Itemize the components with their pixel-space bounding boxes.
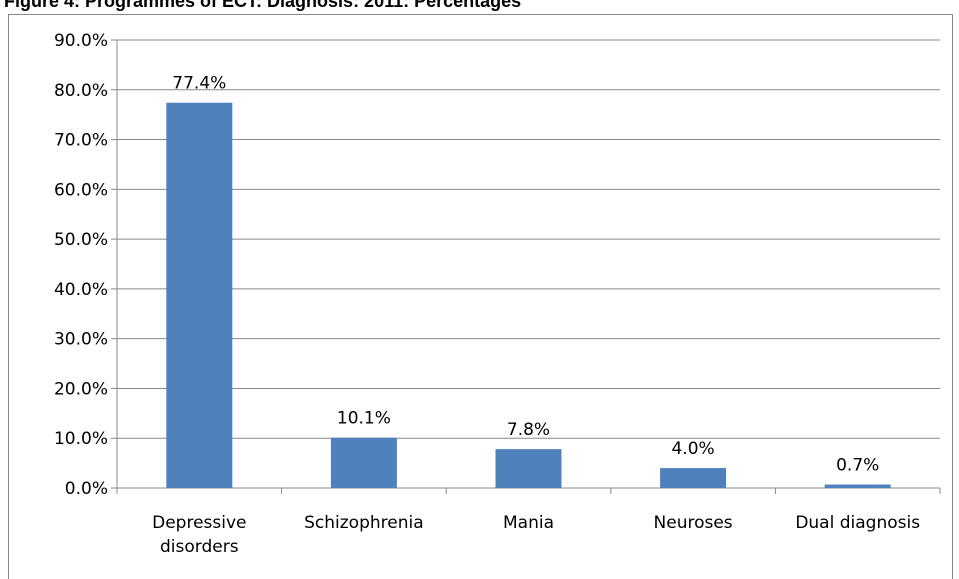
chart-border — [8, 14, 953, 579]
x-tick-label: Dual diagnosis — [795, 513, 921, 533]
bar — [660, 468, 727, 488]
bar — [330, 437, 397, 488]
y-tick-label: 80.0% — [54, 81, 108, 101]
data-label: 77.4% — [172, 74, 226, 94]
bar — [824, 484, 891, 488]
y-tick-label: 0.0% — [65, 479, 108, 499]
data-label: 4.0% — [671, 439, 714, 459]
y-tick-label: 30.0% — [54, 330, 108, 350]
data-label: 0.7% — [836, 456, 879, 476]
y-tick-label: 10.0% — [54, 429, 108, 449]
bar — [495, 449, 562, 488]
x-tick-label: Mania — [503, 513, 554, 533]
x-tick-label: Schizophrenia — [304, 513, 424, 533]
x-tick-label: Depressive disorders — [152, 513, 247, 557]
y-tick-label: 90.0% — [54, 31, 108, 51]
y-tick-label: 70.0% — [54, 131, 108, 151]
y-tick-label: 60.0% — [54, 180, 108, 200]
data-label: 7.8% — [507, 420, 550, 440]
y-tick-label: 40.0% — [54, 280, 108, 300]
bar — [166, 102, 233, 488]
data-label: 10.1% — [337, 409, 391, 429]
chart-title: Figure 4: Programmes of ECT: Diagnosis: … — [4, 0, 522, 11]
y-tick-label: 50.0% — [54, 230, 108, 250]
y-tick-label: 20.0% — [54, 379, 108, 399]
x-tick-label: Neuroses — [653, 513, 733, 533]
